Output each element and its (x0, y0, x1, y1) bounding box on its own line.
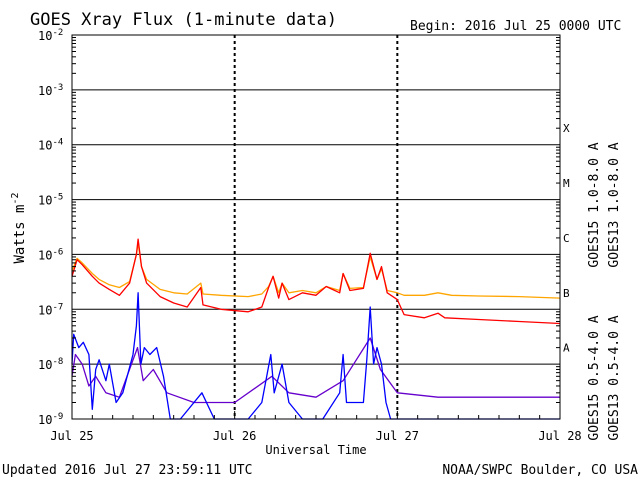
y-tick-label: 10-5 (38, 193, 63, 208)
flare-class-a: A (563, 342, 570, 355)
x-tick-label: Jul 26 (213, 429, 256, 443)
flare-class-m: M (563, 177, 570, 190)
legend-entry: GOES15 1.0-8.0 A (587, 142, 602, 267)
y-tick-label: 10-2 (38, 28, 63, 43)
y-tick-exponent: -4 (52, 138, 63, 148)
x-tick-label: Jul 25 (50, 429, 93, 443)
y-axis-title-exponent: -2 (10, 192, 21, 204)
y-tick-base: 10 (38, 84, 52, 98)
y-tick-label: 10-3 (38, 83, 63, 98)
updated-timestamp: Updated 2016 Jul 27 23:59:11 UTC (2, 463, 252, 478)
series-line-2 (71, 292, 560, 420)
y-tick-label: 10-6 (38, 247, 63, 262)
flare-class-x: X (563, 122, 570, 135)
y-axis: 10-210-310-410-510-610-710-810-9 (38, 28, 560, 427)
legend-entry: GOES13 0.5-4.0 A (607, 315, 622, 440)
y-tick-exponent: -6 (52, 247, 63, 257)
x-axis: Jul 25 Jul 26 Jul 27 Jul 28 (50, 411, 582, 443)
y-tick-label: 10-8 (38, 357, 63, 372)
chart-title: GOES Xray Flux (1-minute data) (30, 10, 337, 30)
series-line-0 (71, 238, 561, 325)
y-tick-base: 10 (38, 194, 52, 208)
y-tick-label: 10-9 (38, 412, 63, 427)
series-lines (71, 238, 561, 420)
flare-class-c: C (563, 232, 570, 245)
y-tick-base: 10 (38, 29, 52, 43)
y-axis-title: Watts m-2 (10, 192, 28, 263)
y-tick-label: 10-4 (38, 138, 63, 153)
y-tick-base: 10 (38, 303, 52, 317)
y-tick-exponent: -7 (52, 302, 63, 312)
y-tick-base: 10 (38, 413, 52, 427)
legend-entry: GOES13 1.0-8.0 A (607, 142, 622, 267)
flare-class-b: B (563, 287, 570, 300)
y-tick-exponent: -9 (52, 412, 63, 422)
y-tick-exponent: -5 (52, 193, 63, 203)
flare-class-labels: X M C B A (563, 122, 570, 354)
legend: GOES15 1.0-8.0 A GOES13 1.0-8.0 A GOES15 0… (587, 142, 622, 440)
begin-label: Begin: 2016 Jul 25 0000 UTC (410, 19, 621, 34)
x-tick-label: Jul 27 (376, 429, 419, 443)
svg-text:Watts m-2: Watts m-2 (10, 192, 28, 263)
y-tick-exponent: -2 (52, 28, 63, 38)
x-axis-title: Universal Time (265, 443, 366, 457)
y-tick-base: 10 (38, 139, 52, 153)
y-tick-label: 10-7 (38, 302, 63, 317)
y-axis-title-text: Watts m (12, 205, 28, 264)
grid-lines (72, 34, 560, 420)
y-tick-base: 10 (38, 248, 52, 262)
source-credit: NOAA/SWPC Boulder, CO USA (442, 463, 638, 478)
y-tick-exponent: -3 (52, 83, 63, 93)
y-tick-exponent: -8 (52, 357, 63, 367)
legend-entry: GOES15 0.5-4.0 A (587, 315, 602, 440)
y-tick-base: 10 (38, 358, 52, 372)
x-tick-label: Jul 28 (538, 429, 581, 443)
